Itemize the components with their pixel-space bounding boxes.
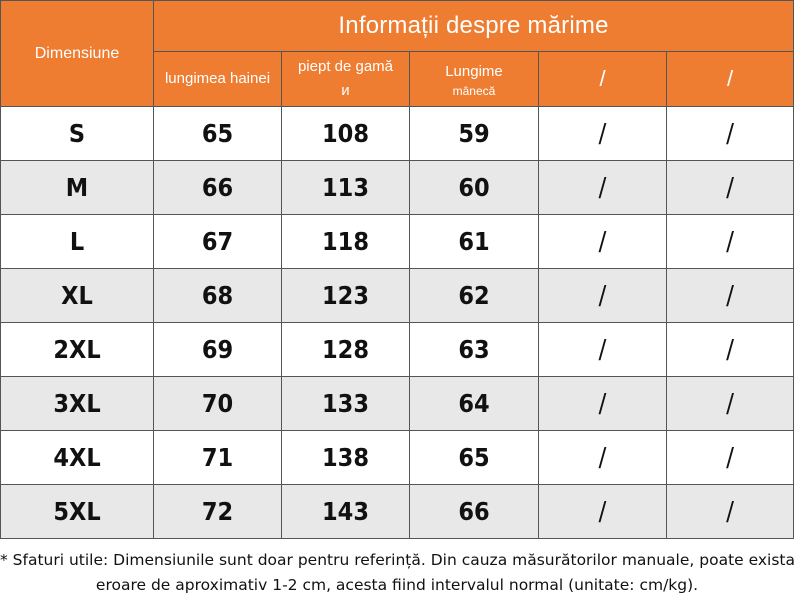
chest-cell: 113 bbox=[281, 160, 410, 215]
length-cell: 70 bbox=[153, 376, 282, 431]
column-header-chest-sub: и bbox=[341, 82, 350, 99]
size-cell: 5XL bbox=[0, 484, 154, 539]
column-header-extra-1: / bbox=[538, 51, 667, 107]
extra-cell-1: / bbox=[538, 376, 667, 431]
measurement-note: * Sfaturi utile: Dimensiunile sunt doar … bbox=[0, 548, 794, 598]
size-cell: 3XL bbox=[0, 376, 154, 431]
size-cell: S bbox=[0, 106, 154, 161]
column-header-extra-2: / bbox=[665, 51, 794, 107]
extra-cell-1: / bbox=[538, 106, 667, 161]
size-cell: 4XL bbox=[0, 430, 154, 485]
extra-cell-2: / bbox=[665, 160, 794, 215]
extra-cell-1: / bbox=[538, 268, 667, 323]
length-cell: 68 bbox=[153, 268, 282, 323]
extra-cell-1: / bbox=[538, 214, 667, 269]
extra-cell-2: / bbox=[665, 268, 794, 323]
note-line-2: eroare de aproximativ 1-2 cm, acesta fii… bbox=[95, 576, 699, 594]
extra-cell-1: / bbox=[538, 160, 667, 215]
table-row: 2XL 69 128 63 / / bbox=[0, 322, 794, 377]
extra-cell-2: / bbox=[665, 322, 794, 377]
note-line-1: * Sfaturi utile: Dimensiunile sunt doar … bbox=[0, 551, 794, 569]
extra-cell-1: / bbox=[538, 430, 667, 485]
length-cell: 67 bbox=[153, 214, 282, 269]
chest-cell: 108 bbox=[281, 106, 410, 161]
length-cell: 66 bbox=[153, 160, 282, 215]
size-cell: M bbox=[0, 160, 154, 215]
length-cell: 69 bbox=[153, 322, 282, 377]
size-table: Dimensiune Informații despre mărime lung… bbox=[0, 0, 794, 539]
extra-cell-2: / bbox=[665, 214, 794, 269]
column-header-length: lungimea hainei bbox=[153, 51, 282, 107]
sleeve-cell: 64 bbox=[409, 376, 539, 431]
chest-cell: 118 bbox=[281, 214, 410, 269]
sleeve-cell: 63 bbox=[409, 322, 539, 377]
length-cell: 72 bbox=[153, 484, 282, 539]
table-row: L 67 118 61 / / bbox=[0, 214, 794, 269]
table-row: M 66 113 60 / / bbox=[0, 160, 794, 215]
table-row: 3XL 70 133 64 / / bbox=[0, 376, 794, 431]
table-row: 4XL 71 138 65 / / bbox=[0, 430, 794, 485]
extra-cell-1: / bbox=[538, 322, 667, 377]
header-row-columns: lungimea hainei piept de gamă и Lungime … bbox=[1, 51, 794, 107]
sleeve-cell: 60 bbox=[409, 160, 539, 215]
chest-cell: 133 bbox=[281, 376, 410, 431]
extra-cell-2: / bbox=[665, 430, 794, 485]
chest-cell: 138 bbox=[281, 430, 410, 485]
column-header-sleeve: Lungime mânecă bbox=[409, 51, 539, 107]
table-row: XL 68 123 62 / / bbox=[0, 268, 794, 323]
extra-cell-1: / bbox=[538, 484, 667, 539]
length-cell: 65 bbox=[153, 106, 282, 161]
column-header-sleeve-sub: mânecă bbox=[452, 84, 496, 98]
sleeve-cell: 62 bbox=[409, 268, 539, 323]
column-header-sleeve-label: Lungime bbox=[445, 63, 503, 80]
table-title: Informații despre mărime bbox=[152, 0, 794, 52]
sleeve-cell: 59 bbox=[409, 106, 539, 161]
column-header-length-label: lungimea hainei bbox=[164, 70, 271, 87]
header-row-top: Dimensiune Informații despre mărime bbox=[0, 0, 794, 107]
sleeve-cell: 65 bbox=[409, 430, 539, 485]
extra-cell-2: / bbox=[665, 484, 794, 539]
extra-cell-2: / bbox=[665, 376, 794, 431]
column-header-chest-label: piept de gamă bbox=[297, 58, 394, 75]
chest-cell: 123 bbox=[281, 268, 410, 323]
sleeve-cell: 61 bbox=[409, 214, 539, 269]
size-cell: L bbox=[0, 214, 154, 269]
length-cell: 71 bbox=[153, 430, 282, 485]
size-cell: 2XL bbox=[0, 322, 154, 377]
chest-cell: 128 bbox=[281, 322, 410, 377]
size-cell: XL bbox=[0, 268, 154, 323]
dimension-header: Dimensiune bbox=[0, 0, 154, 107]
table-row: 5XL 72 143 66 / / bbox=[0, 484, 794, 539]
chest-cell: 143 bbox=[281, 484, 410, 539]
extra-cell-2: / bbox=[665, 106, 794, 161]
table-row: S 65 108 59 / / bbox=[0, 106, 794, 161]
sleeve-cell: 66 bbox=[409, 484, 539, 539]
column-header-chest: piept de gamă и bbox=[281, 51, 410, 107]
